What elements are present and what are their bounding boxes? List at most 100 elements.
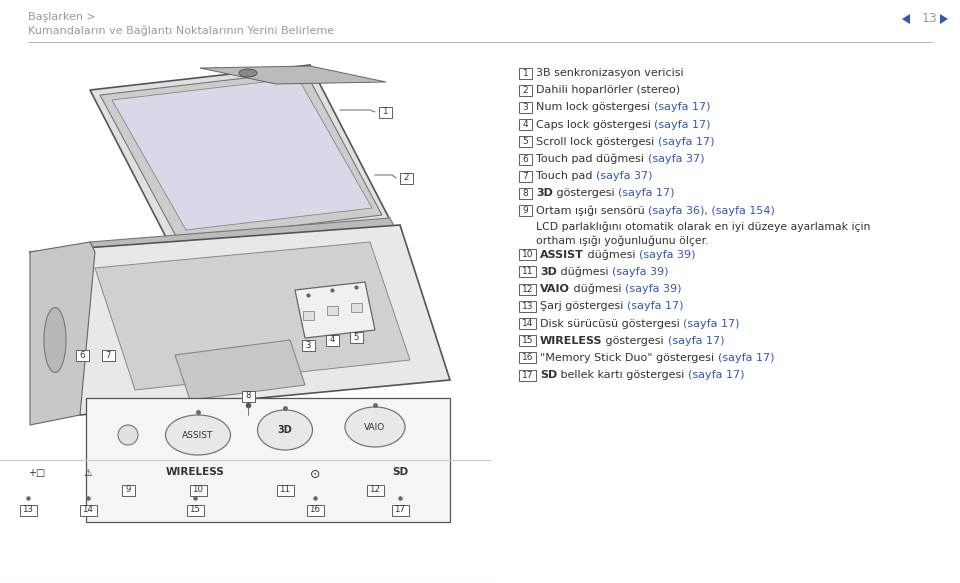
Text: 9: 9 — [522, 206, 528, 215]
Text: (sayfa 39): (sayfa 39) — [612, 267, 668, 277]
Text: 2: 2 — [522, 86, 528, 94]
Text: düğmesi: düğmesi — [557, 267, 612, 278]
FancyBboxPatch shape — [519, 102, 532, 113]
Text: Num lock göstergesi: Num lock göstergesi — [536, 103, 654, 113]
FancyBboxPatch shape — [519, 335, 536, 346]
Text: (sayfa 36), (sayfa 154): (sayfa 36), (sayfa 154) — [648, 206, 775, 216]
Text: 11: 11 — [521, 268, 533, 276]
Text: 14: 14 — [522, 319, 533, 328]
Text: (sayfa 37): (sayfa 37) — [647, 154, 704, 164]
FancyBboxPatch shape — [325, 335, 339, 346]
Text: Dahili hoparlörler (stereo): Dahili hoparlörler (stereo) — [536, 85, 680, 95]
FancyBboxPatch shape — [349, 332, 363, 342]
FancyBboxPatch shape — [102, 349, 114, 360]
FancyBboxPatch shape — [519, 205, 532, 216]
Text: VAIO: VAIO — [365, 423, 386, 431]
Text: (sayfa 39): (sayfa 39) — [625, 284, 682, 294]
FancyBboxPatch shape — [519, 68, 532, 79]
Text: 4: 4 — [522, 120, 528, 129]
Text: 8: 8 — [245, 392, 251, 401]
Text: 1: 1 — [522, 68, 528, 78]
Polygon shape — [30, 242, 95, 425]
Text: 3: 3 — [522, 103, 528, 112]
Text: (sayfa 17): (sayfa 17) — [667, 336, 724, 346]
Text: Touch pad: Touch pad — [536, 171, 596, 181]
Text: göstergesi: göstergesi — [603, 336, 667, 346]
Ellipse shape — [118, 425, 138, 445]
FancyBboxPatch shape — [19, 504, 36, 515]
Text: düğmesi: düğmesi — [570, 284, 625, 294]
FancyBboxPatch shape — [519, 250, 536, 260]
Text: 5: 5 — [353, 332, 359, 342]
FancyBboxPatch shape — [378, 107, 392, 118]
Text: 17: 17 — [395, 505, 405, 515]
Text: 15: 15 — [521, 336, 533, 345]
Text: Başlarken >: Başlarken > — [28, 12, 96, 22]
Text: 11: 11 — [279, 486, 291, 494]
Text: 16: 16 — [309, 505, 321, 515]
Text: SD: SD — [392, 467, 408, 477]
Text: 9: 9 — [126, 486, 131, 494]
Text: (sayfa 17): (sayfa 17) — [688, 370, 745, 380]
Text: (sayfa 17): (sayfa 17) — [684, 318, 740, 329]
Text: 8: 8 — [522, 189, 528, 198]
Text: 7: 7 — [522, 172, 528, 181]
Polygon shape — [902, 14, 910, 24]
Text: Caps lock göstergesi: Caps lock göstergesi — [536, 120, 655, 129]
Text: 13: 13 — [923, 12, 938, 26]
Polygon shape — [295, 282, 375, 338]
Text: 5: 5 — [522, 138, 528, 146]
FancyBboxPatch shape — [326, 305, 338, 314]
FancyBboxPatch shape — [519, 153, 532, 164]
Polygon shape — [90, 65, 390, 245]
Polygon shape — [95, 242, 410, 390]
Text: Şarj göstergesi: Şarj göstergesi — [540, 301, 627, 311]
Text: 7: 7 — [106, 350, 110, 360]
FancyBboxPatch shape — [189, 484, 206, 496]
Text: 3D: 3D — [536, 188, 553, 198]
Polygon shape — [175, 340, 305, 400]
FancyBboxPatch shape — [519, 370, 536, 381]
Polygon shape — [200, 66, 386, 84]
Ellipse shape — [44, 307, 66, 373]
Text: (sayfa 17): (sayfa 17) — [718, 353, 774, 363]
Text: SD: SD — [540, 370, 557, 380]
Text: Ortam ışığı sensörü: Ortam ışığı sensörü — [536, 205, 648, 216]
Text: (sayfa 17): (sayfa 17) — [655, 120, 711, 129]
FancyBboxPatch shape — [519, 318, 536, 329]
Text: 1: 1 — [382, 107, 388, 117]
Text: 12: 12 — [370, 486, 380, 494]
Text: (sayfa 39): (sayfa 39) — [638, 250, 695, 260]
Ellipse shape — [257, 410, 313, 450]
FancyBboxPatch shape — [80, 504, 97, 515]
Text: ASSIST: ASSIST — [540, 250, 584, 260]
FancyBboxPatch shape — [399, 173, 413, 184]
FancyBboxPatch shape — [306, 504, 324, 515]
Ellipse shape — [345, 407, 405, 447]
FancyBboxPatch shape — [519, 284, 536, 294]
Text: 3B senkronizasyon vericisi: 3B senkronizasyon vericisi — [536, 68, 684, 78]
FancyBboxPatch shape — [186, 504, 204, 515]
Text: ⚠: ⚠ — [84, 468, 92, 478]
Text: 12: 12 — [522, 285, 533, 294]
FancyBboxPatch shape — [76, 349, 88, 360]
Text: 14: 14 — [83, 505, 93, 515]
Text: düğmesi: düğmesi — [584, 250, 638, 260]
Text: ASSIST: ASSIST — [182, 430, 214, 440]
Text: Kumandaların ve Bağlantı Noktalarının Yerini Belirleme: Kumandaların ve Bağlantı Noktalarının Ye… — [28, 26, 334, 37]
Polygon shape — [940, 14, 948, 24]
FancyBboxPatch shape — [519, 301, 536, 312]
Text: 10: 10 — [193, 486, 204, 494]
FancyBboxPatch shape — [519, 119, 532, 130]
Text: 2: 2 — [403, 174, 409, 182]
Text: (sayfa 17): (sayfa 17) — [627, 301, 684, 311]
FancyBboxPatch shape — [302, 311, 314, 319]
FancyBboxPatch shape — [301, 339, 315, 350]
Text: 13: 13 — [22, 505, 34, 515]
Polygon shape — [90, 218, 395, 252]
FancyBboxPatch shape — [519, 171, 532, 182]
FancyBboxPatch shape — [519, 85, 532, 96]
Text: 13: 13 — [521, 302, 533, 311]
Ellipse shape — [239, 69, 257, 77]
FancyBboxPatch shape — [392, 504, 409, 515]
